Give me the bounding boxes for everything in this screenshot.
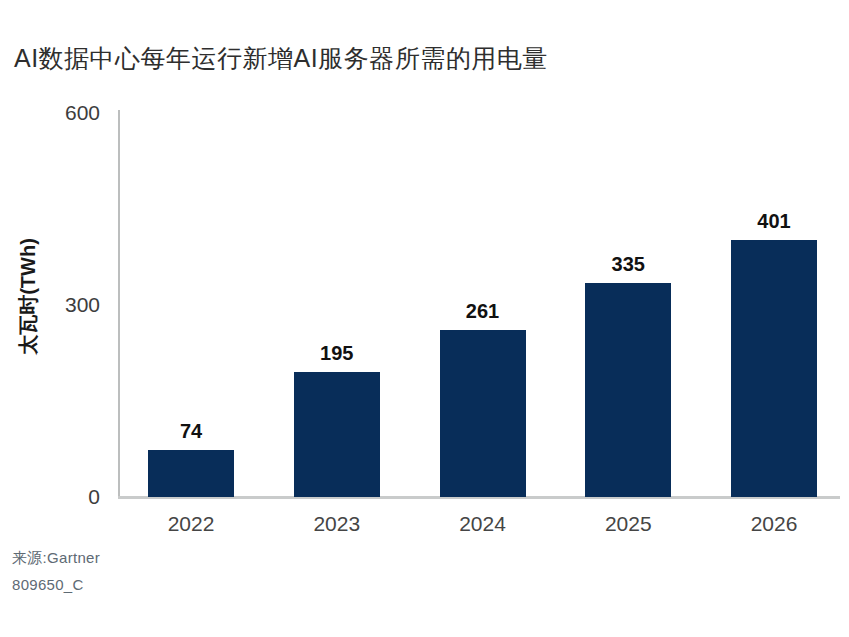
bar-2026	[731, 240, 817, 497]
y-tick-label: 300	[38, 293, 100, 317]
bar-2025	[585, 283, 671, 497]
x-category-label: 2024	[428, 512, 538, 536]
chart-canvas: AI数据中心每年运行新增AI服务器所需的用电量 太瓦时(TWh) 0300600…	[0, 0, 849, 637]
source-text: 来源:Gartner	[12, 549, 100, 568]
y-tick-label: 0	[38, 485, 100, 509]
bar-2024	[440, 330, 526, 497]
x-category-label: 2023	[282, 512, 392, 536]
document-code: 809650_C	[12, 576, 84, 593]
x-category-label: 2026	[719, 512, 829, 536]
bar-value-label: 74	[141, 419, 241, 443]
y-tick-label: 600	[38, 101, 100, 125]
y-axis-line	[118, 110, 120, 499]
bar-value-label: 261	[433, 299, 533, 323]
bar-2023	[294, 372, 380, 497]
x-category-label: 2025	[573, 512, 683, 536]
bar-value-label: 335	[578, 252, 678, 276]
x-category-label: 2022	[136, 512, 246, 536]
bar-2022	[148, 450, 234, 497]
bar-value-label: 195	[287, 341, 387, 365]
bar-value-label: 401	[724, 209, 824, 233]
chart-title: AI数据中心每年运行新增AI服务器所需的用电量	[14, 42, 548, 75]
